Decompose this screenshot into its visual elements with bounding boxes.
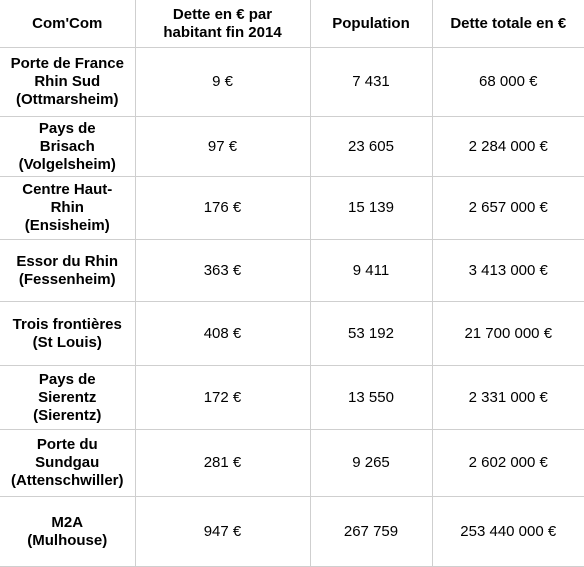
header-row: Com'Com Dette en € par habitant fin 2014 Po… — [0, 0, 584, 48]
group-name: Pays de Sierentz (Sierentz) — [0, 365, 136, 430]
header-cell: Population — [309, 0, 433, 48]
cell-line: Com'Com — [32, 14, 103, 32]
value-cell: 363 € — [134, 239, 311, 302]
value-cell: 176 € — [134, 176, 311, 240]
cell-line: Dette en € par — [172, 5, 273, 23]
value-cell: 267 759 — [309, 496, 433, 567]
header-cell: Dette en € par habitant fin 2014 — [134, 0, 311, 48]
value-cell: 7 431 — [309, 47, 433, 117]
cell-line: M2A — [51, 513, 84, 531]
value-cell: 281 € — [134, 429, 311, 497]
cell-line: (Ensisheim) — [24, 217, 110, 234]
cell-line: Sierentz — [38, 388, 97, 406]
value-cell: 53 192 — [309, 301, 433, 366]
value-cell: 2 331 000 € — [431, 365, 584, 430]
group-name: Essor du Rhin (Fessenheim) — [0, 239, 136, 302]
header-cell: Dette totale en € — [431, 0, 584, 48]
cell-line: Sundgau — [35, 454, 100, 471]
cell-line: (Attenschwiller) — [10, 472, 124, 489]
table-row: Centre Haut- Rhin (Ensisheim) 176 €15 139 2 … — [0, 176, 584, 240]
value-cell: 2 657 000 € — [431, 176, 584, 240]
table-row: Pays de Sierentz (Sierentz) 172 €13 550 2 33… — [0, 365, 584, 430]
cell-line: Rhin — [50, 199, 84, 216]
table-row: Porte du Sundgau (Attenschwiller) 281 €9 26… — [0, 429, 584, 497]
value-cell: 2 602 000 € — [431, 429, 584, 497]
value-cell: 947 € — [134, 496, 311, 567]
cell-line: (Ottmarsheim) — [15, 91, 119, 108]
value-cell: 172 € — [134, 365, 311, 430]
table-row: Essor du Rhin (Fessenheim) 363 €9 411 3 413… — [0, 239, 584, 302]
cell-line: (Mulhouse) — [27, 531, 108, 549]
value-cell: 9 € — [134, 47, 311, 117]
cell-line: Population — [332, 14, 410, 32]
cell-line: Pays de — [38, 370, 96, 388]
group-name: Centre Haut- Rhin (Ensisheim) — [0, 176, 136, 240]
value-cell: 21 700 000 € — [431, 301, 584, 366]
group-name: Pays de Brisach (Volgelsheim) — [0, 116, 136, 177]
table-row: Trois frontières (St Louis) 408 €53 192 21 … — [0, 301, 584, 366]
table-row: Porte de France Rhin Sud (Ottmarsheim) 9 €7… — [0, 47, 584, 117]
cell-line: (St Louis) — [32, 333, 102, 351]
value-cell: 408 € — [134, 301, 311, 366]
value-cell: 9 265 — [309, 429, 433, 497]
cell-line: Porte du — [36, 436, 98, 453]
cell-line: Essor du Rhin — [16, 252, 119, 270]
table-row: M2A (Mulhouse) 947 €267 759 253 440 000 € — [0, 496, 584, 567]
value-cell: 13 550 — [309, 365, 433, 430]
value-cell: 68 000 € — [431, 47, 584, 117]
group-name: M2A (Mulhouse) — [0, 496, 136, 567]
value-cell: 2 284 000 € — [431, 116, 584, 177]
value-cell: 9 411 — [309, 239, 433, 302]
cell-line: Brisach — [39, 137, 95, 155]
cell-line: (Volgelsheim) — [18, 155, 116, 173]
cell-line: Pays de — [38, 119, 96, 137]
table-row: Pays de Brisach (Volgelsheim) 97 €23 605 2 2… — [0, 116, 584, 177]
group-name: Porte de France Rhin Sud (Ottmarsheim) — [0, 47, 136, 117]
cell-line: (Sierentz) — [33, 406, 102, 424]
cell-line: Dette totale en € — [450, 14, 567, 32]
cell-line: Centre Haut- — [22, 181, 113, 198]
cell-line: Rhin Sud — [34, 73, 101, 90]
header-cell: Com'Com — [0, 0, 136, 48]
cell-line: (Fessenheim) — [18, 270, 116, 288]
group-name: Trois frontières (St Louis) — [0, 301, 136, 366]
value-cell: 253 440 000 € — [431, 496, 584, 567]
value-cell: 15 139 — [309, 176, 433, 240]
cell-line: habitant fin 2014 — [163, 23, 282, 41]
cell-line: Porte de France — [10, 55, 124, 72]
value-cell: 23 605 — [309, 116, 433, 177]
value-cell: 97 € — [134, 116, 311, 177]
value-cell: 3 413 000 € — [431, 239, 584, 302]
group-name: Porte du Sundgau (Attenschwiller) — [0, 429, 136, 497]
cell-line: Trois frontières — [12, 315, 122, 333]
